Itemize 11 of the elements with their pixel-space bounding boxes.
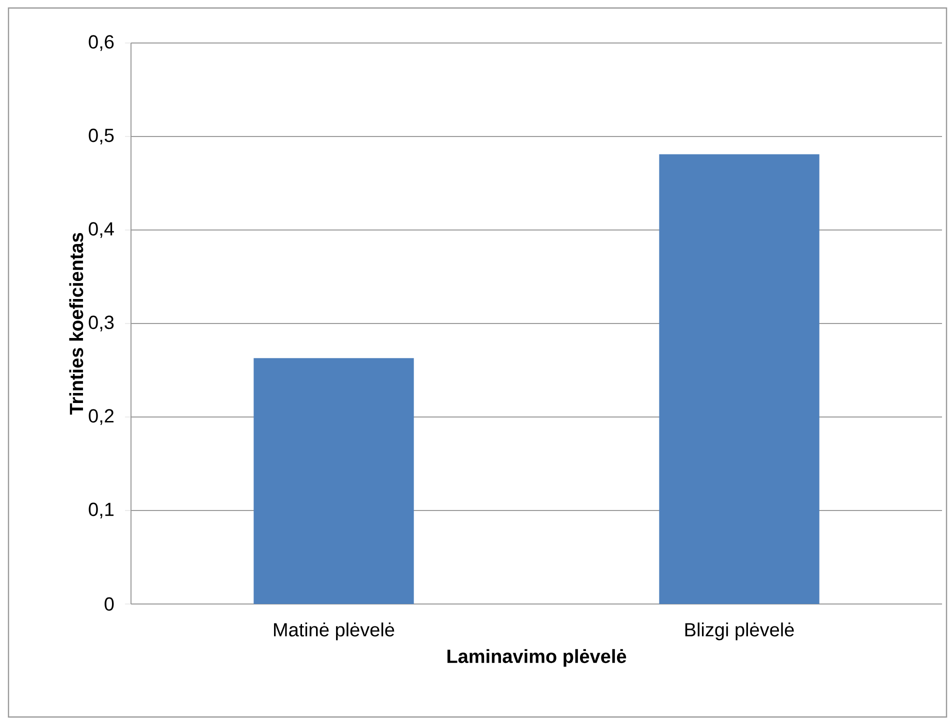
x-tick-label: Blizgi plėvelė bbox=[685, 622, 794, 640]
y-tick-label: 0,4 bbox=[88, 222, 114, 238]
y-axis-title: Trinties koeficientas bbox=[69, 232, 84, 415]
y-tick-label: 0,3 bbox=[88, 316, 114, 332]
y-tick-label: 0,5 bbox=[88, 128, 114, 144]
x-tick-label: Matinė plėvelė bbox=[274, 622, 394, 640]
y-tick-label: 0,2 bbox=[88, 409, 114, 425]
x-axis-title: Laminavimo plėvelė bbox=[447, 649, 626, 667]
y-tick-label: 0 bbox=[104, 597, 114, 611]
y-tick-label: 0,1 bbox=[88, 502, 114, 518]
y-tick-label: 0,6 bbox=[88, 35, 114, 51]
